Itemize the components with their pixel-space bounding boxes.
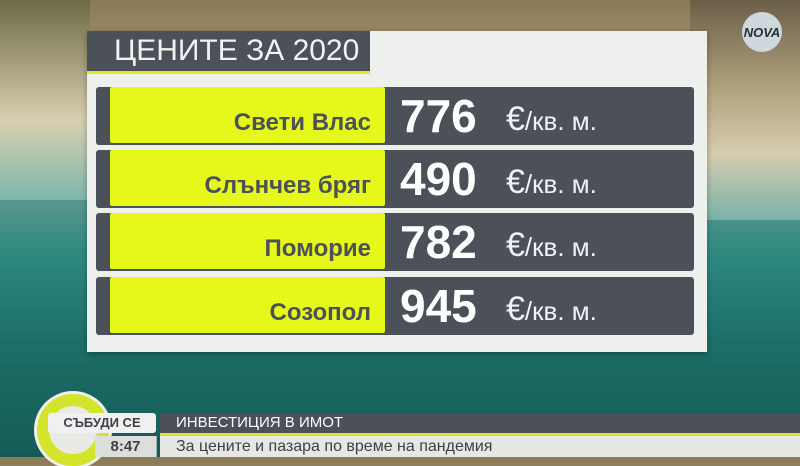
accent-line [160, 433, 800, 436]
price-value: 490 [400, 153, 477, 205]
price-row: Свети Влас 776 €/кв. м. [96, 87, 694, 145]
clock: 8:47 [95, 436, 157, 457]
show-name: СЪБУДИ СЕ [48, 413, 156, 433]
headline-bar: ИНВЕСТИЦИЯ В ИМОТ [160, 413, 800, 433]
price-value: 782 [400, 216, 477, 268]
graphic-title: ЦЕНИТЕ ЗА 2020 г. [87, 31, 370, 107]
city-name: Свети Влас [110, 87, 385, 143]
price-row: Слънчев бряг 490 €/кв. м. [96, 150, 694, 208]
subtitle-text: За цените и пазара по време на пандемия [176, 438, 493, 455]
city-name: Слънчев бряг [110, 150, 385, 206]
price-unit: €/кв. м. [506, 290, 597, 328]
price-unit: €/кв. м. [506, 163, 597, 201]
price-row: Поморие 782 €/кв. м. [96, 213, 694, 271]
price-value: 945 [400, 280, 477, 332]
price-value: 776 [400, 90, 477, 142]
background-beach-left [0, 0, 90, 200]
city-name: Поморие [110, 213, 385, 269]
city-name: Созопол [110, 277, 385, 333]
channel-logo: NOVA [742, 12, 782, 52]
subtitle-bar: За цените и пазара по време на пандемия [160, 436, 800, 457]
price-unit: €/кв. м. [506, 226, 597, 264]
price-row: Созопол 945 €/кв. м. [96, 277, 694, 335]
price-unit: €/кв. м. [506, 100, 597, 138]
